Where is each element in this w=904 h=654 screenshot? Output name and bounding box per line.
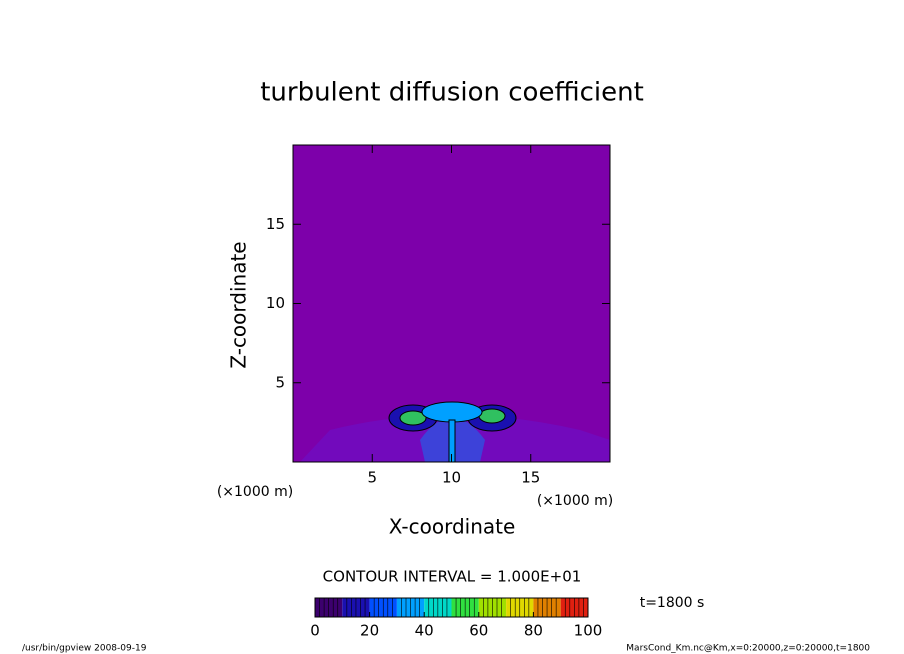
contour-region [399, 410, 427, 426]
colorbar-tick-label: 40 [415, 622, 434, 640]
colorbar-tick-label: 60 [469, 622, 488, 640]
y-tick-label: 15 [266, 215, 285, 233]
footer-right: MarsCond_Km.nc@Km,x=0:20000,z=0:20000,t=… [626, 644, 870, 654]
footer-left: /usr/bin/gpview 2008-09-19 [22, 644, 147, 654]
colorbar-frame [314, 597, 589, 618]
x-tick-label: 10 [442, 469, 461, 487]
contour-region [478, 408, 506, 424]
x-unit: (×1000 m) [537, 493, 613, 509]
time-label: t=1800 s [640, 595, 705, 611]
colorbar-tick-label: 0 [310, 622, 320, 640]
contour-region [421, 401, 483, 423]
x-tick-label: 5 [367, 469, 377, 487]
colorbar-tick-label: 80 [524, 622, 543, 640]
y-axis-label: Z-coordinate [227, 241, 251, 368]
contour-interval: CONTOUR INTERVAL = 1.000E+01 [323, 568, 582, 586]
chart-title: turbulent diffusion coefficient [260, 78, 644, 108]
y-tick-label: 5 [275, 373, 285, 391]
y-tick-label: 10 [266, 294, 285, 312]
x-tick-label: 15 [521, 469, 540, 487]
y-unit: (×1000 m) [217, 484, 293, 500]
x-axis-label: X-coordinate [389, 515, 516, 539]
colorbar-tick-label: 100 [574, 622, 603, 640]
colorbar-tick-label: 20 [360, 622, 379, 640]
